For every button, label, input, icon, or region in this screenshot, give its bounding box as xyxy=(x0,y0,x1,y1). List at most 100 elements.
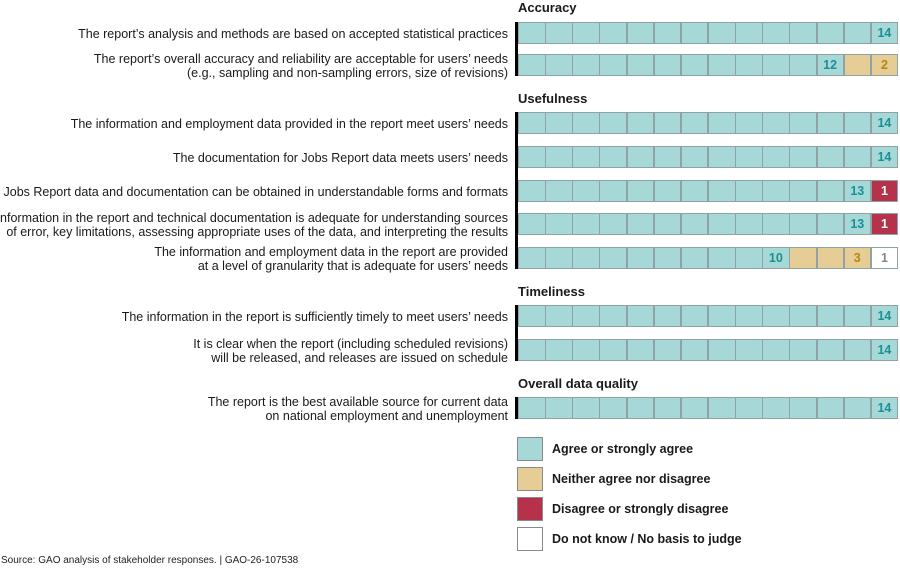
bar-cell-agree xyxy=(626,247,655,269)
bar-cell-agree xyxy=(599,213,628,235)
bar-cell-agree xyxy=(735,397,763,419)
bar-cell-agree xyxy=(653,339,682,361)
legend-swatch-dont-know xyxy=(517,527,543,551)
bar-cell-agree xyxy=(816,339,845,361)
bar-cell-agree xyxy=(680,180,709,202)
bar-cell-agree xyxy=(599,146,628,168)
data-label-agree: 14 xyxy=(877,116,892,130)
bar-cell-agree xyxy=(572,112,600,134)
bar-cell-agree xyxy=(843,397,872,419)
bar-cell-agree xyxy=(518,247,546,269)
bar-cell-agree xyxy=(708,397,736,419)
bar-cell-agree xyxy=(735,213,763,235)
bar-cell-agree xyxy=(789,112,818,134)
bar-cell-agree xyxy=(843,22,872,44)
bar-cell-agree xyxy=(653,247,682,269)
bar-cell-agree xyxy=(870,22,899,44)
bar-cell-agree xyxy=(626,146,655,168)
data-label-agree: 14 xyxy=(877,309,892,323)
bar-cell-agree xyxy=(789,54,818,76)
bar-row: 13 1 xyxy=(518,213,899,235)
row-label: The information in the report is suffici… xyxy=(122,310,508,324)
row-label-line: It is clear when the report (including s… xyxy=(193,337,508,351)
row-label-line: of error, key limitations, assessing app… xyxy=(6,225,508,239)
bar-cell-agree xyxy=(545,180,573,202)
axis-line xyxy=(515,305,518,361)
row-label: Jobs Report data and documentation can b… xyxy=(4,185,509,199)
data-label-agree: 14 xyxy=(877,26,892,40)
bar-cell-agree xyxy=(843,146,872,168)
data-label-dont-know: 1 xyxy=(880,251,888,265)
bar-cell-agree xyxy=(626,213,655,235)
row-label-line: Information in the report and technical … xyxy=(0,211,508,225)
bar-cell-agree xyxy=(680,339,709,361)
bar-cell-agree xyxy=(708,247,736,269)
bar-cell-agree xyxy=(572,180,600,202)
bar-cell-agree xyxy=(708,54,736,76)
bar-cell-agree xyxy=(680,112,709,134)
bar-cell-agree xyxy=(518,305,546,327)
bar-cell-agree xyxy=(789,146,818,168)
bar-cell-agree xyxy=(708,112,736,134)
bar-cell-agree xyxy=(599,22,628,44)
data-label-agree: 13 xyxy=(850,217,865,231)
bar-cell-agree xyxy=(572,54,600,76)
bar-cell-agree xyxy=(680,397,709,419)
bar-cell-agree xyxy=(518,339,546,361)
bar-row: 14 xyxy=(518,339,899,361)
bar-row: 10 3 1 xyxy=(518,247,899,269)
bar-cell-agree xyxy=(735,305,763,327)
bar-cell-agree xyxy=(518,180,546,202)
row-label: The information and employment data in t… xyxy=(154,245,508,273)
bar-cell-agree xyxy=(545,54,573,76)
bar-cell-agree xyxy=(545,305,573,327)
row-label: The report’s overall accuracy and reliab… xyxy=(94,52,508,80)
row-label-line: The report’s overall accuracy and reliab… xyxy=(93,52,508,66)
bar-cell-agree xyxy=(762,54,790,76)
row-label: The information and employment data prov… xyxy=(71,117,508,131)
bar-cell-agree xyxy=(653,180,682,202)
bar-cell-agree xyxy=(680,146,709,168)
bar-cell-agree xyxy=(653,54,682,76)
bar-cell-agree xyxy=(816,305,845,327)
bar-cell-agree xyxy=(599,397,628,419)
bar-cell-dont-know xyxy=(870,247,899,269)
bar-cell-agree xyxy=(870,112,899,134)
row-label-line: on national employment and unemployment xyxy=(265,409,508,423)
legend-label: Do not know / No basis to judge xyxy=(552,532,742,546)
bar-cell-agree xyxy=(545,339,573,361)
bar-cell-agree xyxy=(708,213,736,235)
bar-cell-agree xyxy=(653,397,682,419)
data-label-disagree: 1 xyxy=(880,217,888,231)
row-label-line: The report is the best available source … xyxy=(207,395,508,409)
bar-cell-agree xyxy=(626,180,655,202)
row-label: The report is the best available source … xyxy=(208,395,508,423)
bar-cell-agree xyxy=(735,247,763,269)
legend-swatch-neither xyxy=(517,467,543,491)
bar-cell-neither xyxy=(816,247,845,269)
data-label-agree: 14 xyxy=(877,343,892,357)
bar-cell-agree xyxy=(816,22,845,44)
bar-cell-agree xyxy=(626,22,655,44)
bar-row: 14 xyxy=(518,146,899,168)
bar-cell-agree xyxy=(762,146,790,168)
bar-cell-agree xyxy=(626,54,655,76)
bar-cell-agree xyxy=(653,213,682,235)
bar-cell-agree xyxy=(599,247,628,269)
bar-row: 14 xyxy=(518,22,899,44)
bar-cell-agree xyxy=(762,339,790,361)
bar-cell-agree xyxy=(735,22,763,44)
bar-cell-agree xyxy=(708,339,736,361)
legend-label: Disagree or strongly disagree xyxy=(552,502,729,516)
bar-cell-agree xyxy=(816,180,845,202)
row-label: The documentation for Jobs Report data m… xyxy=(173,151,508,165)
bar-cell-agree xyxy=(762,22,790,44)
bar-cell-agree xyxy=(762,305,790,327)
bar-cell-agree xyxy=(572,339,600,361)
bar-cell-agree xyxy=(789,180,818,202)
bar-cell-agree xyxy=(680,213,709,235)
bar-row: 14 xyxy=(518,112,899,134)
bar-row: 12 2 xyxy=(518,54,899,76)
bar-cell-agree xyxy=(816,397,845,419)
